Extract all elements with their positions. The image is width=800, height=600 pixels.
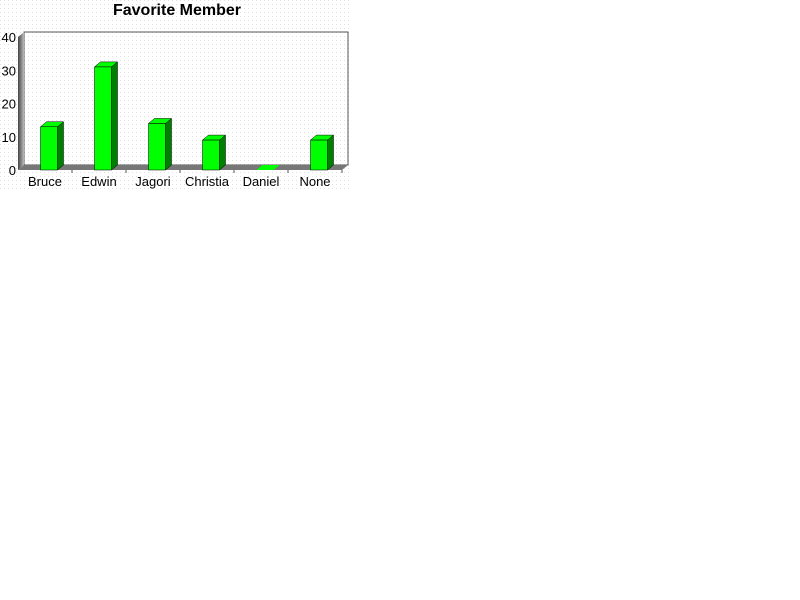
x-tick-label: Christia (185, 174, 230, 189)
y-tick-label: 20 (2, 97, 16, 112)
plot-left-wall (18, 32, 24, 170)
bar (256, 165, 280, 170)
plot-back-wall (23, 31, 349, 166)
x-tick-label: Bruce (28, 174, 62, 189)
bar-side (57, 121, 64, 171)
bar (40, 126, 58, 171)
y-tick-label: 0 (9, 163, 16, 178)
chart-title: Favorite Member (113, 2, 241, 19)
x-tick-label: Edwin (81, 174, 116, 189)
bar-side (165, 117, 172, 171)
bar (94, 66, 112, 171)
x-tick-label: Jagori (135, 174, 171, 189)
y-tick-label: 10 (2, 130, 16, 145)
bar-side (219, 134, 226, 171)
y-tick-label: 30 (2, 63, 16, 78)
bar (202, 139, 220, 171)
x-tick-label: Daniel (243, 174, 280, 189)
bar (310, 139, 328, 171)
plot-floor (18, 165, 348, 170)
bar (148, 123, 166, 171)
y-tick-label: 40 (2, 30, 16, 45)
bar-side (327, 134, 334, 171)
x-tick-label: None (299, 174, 330, 189)
bar-side (111, 61, 118, 171)
